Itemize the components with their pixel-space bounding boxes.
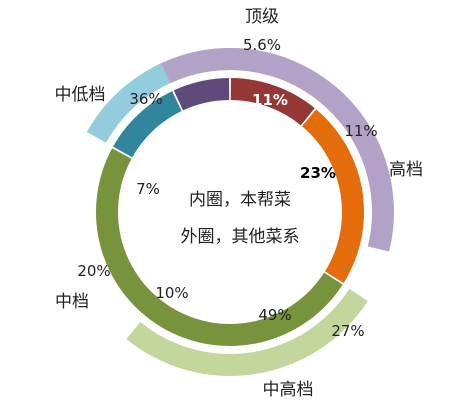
- category-label-中档: 中档: [55, 292, 89, 312]
- category-label-中高档: 中高档: [263, 380, 314, 400]
- outer-ring: [86, 47, 395, 376]
- outer-value-label-中档: 20%: [77, 262, 110, 280]
- inner-value-label-高档: 23%: [300, 164, 336, 182]
- outer-value-label-中低档: 36%: [129, 90, 162, 108]
- inner-value-label-中高档: 49%: [258, 306, 291, 324]
- center-note-inner: 内圈，本帮菜: [189, 190, 291, 210]
- category-label-中低档: 中低档: [55, 85, 106, 105]
- outer-slice-中高档: [126, 288, 368, 376]
- inner-ring: [96, 78, 364, 346]
- inner-slice-中低档: [173, 78, 230, 111]
- center-note-outer: 外圈，其他菜系: [180, 227, 300, 247]
- inner-slice-中档: [113, 91, 182, 158]
- inner-slice-顶级: [230, 78, 315, 126]
- inner-slice-高档: [301, 109, 364, 284]
- outer-value-label-中高档: 27%: [331, 322, 364, 340]
- outer-value-label-高档: 11%: [344, 122, 377, 140]
- outer-slice-中低档: [161, 47, 395, 252]
- category-label-顶级: 顶级: [245, 7, 279, 27]
- inner-slice-中高档: [96, 148, 343, 346]
- inner-value-label-顶级: 11%: [252, 91, 288, 109]
- inner-value-label-中低档: 7%: [136, 180, 160, 198]
- category-label-高档: 高档: [389, 160, 423, 180]
- outer-value-label-顶级: 5.6%: [243, 36, 281, 54]
- inner-value-label-中档: 10%: [155, 284, 188, 302]
